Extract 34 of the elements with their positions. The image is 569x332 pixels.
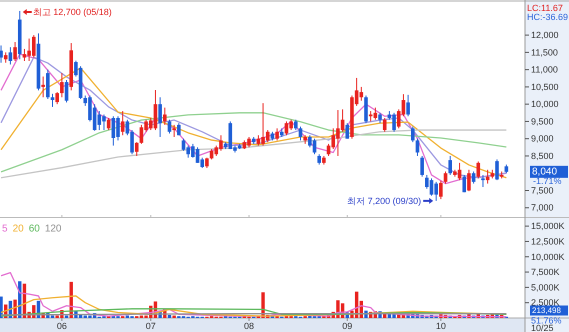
y-tick-label: 12,500K — [531, 236, 565, 246]
y-tick-label: 11,500 — [531, 47, 558, 58]
annotation: 최저 7,200 (09/30) — [347, 196, 422, 206]
x-tick-label: 07 — [146, 321, 156, 331]
y-tick-label: 8,500 — [531, 150, 554, 161]
y-tick-label: 7,500K — [531, 267, 560, 278]
text: HC:-36.69 — [527, 12, 568, 22]
text: 51.76% — [531, 316, 562, 326]
text: 20 — [12, 224, 24, 234]
text: 120 — [44, 224, 62, 234]
y-tick-label: 5,000K — [531, 282, 560, 292]
y-tick-label: 9,000 — [531, 134, 554, 144]
y-tick-label: 10,000K — [531, 252, 565, 262]
y-tick-label: 7,500 — [531, 185, 554, 196]
x-tick-label: 09 — [342, 321, 352, 331]
y-tick-label: 7,000 — [531, 202, 554, 213]
text: 10/25 — [531, 323, 554, 332]
text: 8,040 — [532, 166, 558, 178]
annotation: 최고 12,700 (05/18) — [32, 6, 112, 17]
x-tick-label: 10 — [436, 321, 446, 331]
x-tick-label: 08 — [244, 321, 254, 331]
text: 5 — [2, 224, 8, 234]
text: 60 — [28, 224, 40, 234]
y-tick-label: 2,500K — [531, 298, 560, 308]
y-tick-label: 11,000 — [531, 64, 558, 75]
y-tick-label: 10,000 — [531, 99, 559, 110]
y-tick-label: 15,000K — [531, 221, 565, 232]
y-tick-label: 10,500 — [531, 82, 559, 92]
text: LC:11.67 — [527, 3, 563, 13]
y-tick-label: 12,000 — [531, 30, 559, 40]
text: -1.71% — [533, 176, 562, 186]
y-tick-label: 9,500 — [531, 116, 554, 126]
text: 213,498 — [532, 306, 562, 315]
x-tick-label: 06 — [56, 321, 67, 331]
